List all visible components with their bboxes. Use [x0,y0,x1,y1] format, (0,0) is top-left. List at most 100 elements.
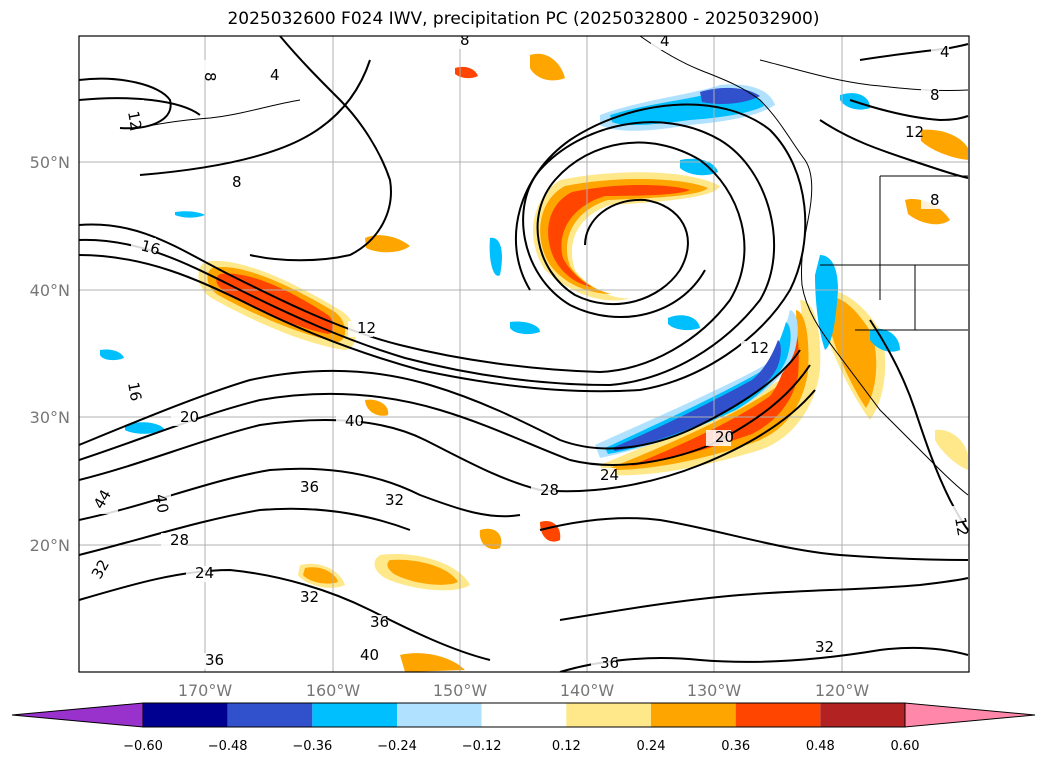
contour-label: 12 [750,339,769,357]
contour-label: 12 [905,123,924,141]
lon-label-140w: 140°W [560,681,615,700]
contour-label: 24 [195,564,214,582]
colorbar-tick-label: −0.48 [208,739,248,754]
colorbar-segment [397,703,482,727]
colorbar-extend-min [11,702,144,728]
contour-label-bg [146,483,171,499]
contour-label: 8 [930,86,940,104]
plot-area [79,36,969,672]
contour-label-bg [931,45,949,61]
contour-label-bg [223,175,241,191]
contour-label: 8 [201,72,219,82]
contour-line [559,646,969,672]
map-title: 2025032600 F024 IWV, precipitation PC (2… [227,9,820,29]
lon-label-170w: 170°W [178,681,233,700]
contour-label-bg [706,430,731,446]
contour-label: 8 [460,31,470,49]
contour-label: 28 [540,481,559,499]
precip-shading-negative [100,84,900,458]
colorbar-segment [735,703,821,727]
colorbar-segments [11,702,1036,728]
contour-label-bg [451,36,469,49]
colorbar-segment [651,703,736,727]
colorbar-tick-label: −0.60 [123,739,163,754]
contour-label: 8 [232,173,242,191]
contour-line [79,141,746,374]
contour-label: 32 [385,491,404,509]
contour-line [79,97,201,116]
contour-label-bg [261,68,279,84]
contour-label: 12 [357,319,376,337]
graticule [79,36,969,672]
lon-label-130w: 130°W [687,681,742,700]
contour-label: 36 [300,478,319,496]
contour-line [249,36,392,262]
colorbar-segment [481,703,567,727]
contour-label: 12 [124,110,145,132]
lat-label-50n: 50°N [30,153,70,172]
contour-label-bg [531,483,556,499]
contour-line [79,507,411,556]
lon-label-120w: 120°W [815,681,870,700]
contour-label: 4 [940,43,950,61]
contour-label: 32 [815,638,834,656]
colorbar-segment [312,703,397,727]
contour-label-bg [196,653,221,669]
contour-label: 36 [205,651,224,669]
contour-label: 16 [139,236,162,258]
contour-label-bg [171,410,196,426]
contour-label: 40 [345,412,364,430]
colorbar-segment [820,703,905,727]
contour-label-bg [351,648,376,664]
contour-label-bg [336,414,361,430]
contour-label: 40 [360,646,379,664]
contour-label-bg [896,125,921,141]
contour-label: 12 [951,516,972,538]
colorbar-outline [142,702,906,728]
lat-label-30n: 30°N [30,408,70,427]
contour-label-bg [921,193,939,209]
contour-label-bg [291,480,316,496]
contour-label: 20 [180,408,199,426]
plot-border [78,35,970,673]
contour-label: 36 [370,613,389,631]
colorbar-tick-label: −0.12 [462,739,502,754]
contour-label-bg [119,100,144,116]
contour-label: 4 [270,66,280,84]
colorbar-tick-label: −0.24 [377,739,417,754]
latitude-labels: 50°N 40°N 30°N 20°N [30,153,70,555]
contour-label-bg [806,640,831,656]
contour-label-bg [119,371,144,387]
contour-label-bg [376,493,401,509]
contour-label-bg [196,60,214,76]
contour-label: 36 [600,654,619,672]
contour-label-bg [921,88,939,104]
contour-labels: 8884441212121616202024242828323232323636… [88,31,972,672]
contour-line [79,121,776,387]
contour-label-bg [91,568,116,584]
contour-label: 8 [930,191,940,209]
colorbar-tick-label: 0.24 [637,739,666,754]
contour-label: 28 [170,531,189,549]
lon-label-150w: 150°W [433,681,488,700]
contour-line [79,389,816,493]
contour-line [139,59,371,176]
contour-label-bg [591,468,616,484]
contour-label-bg [348,321,373,337]
contour-label-bg [946,506,969,522]
contour-label: 40 [151,493,172,515]
contour-label: 32 [300,588,319,606]
colorbar-segment [227,703,313,727]
longitude-labels: 170°W 160°W 150°W 140°W 130°W 120°W [178,681,870,700]
contour-line [79,103,807,393]
contour-label: 4 [660,32,670,50]
contour-label-bg [161,533,186,549]
colorbar-tick-label: 0.36 [721,739,750,754]
colorbar-extend-max [904,702,1036,728]
contour-line [539,517,969,561]
lat-label-20n: 20°N [30,536,70,555]
colorbar: −0.60 −0.48 −0.36 −0.24 −0.12 0.12 0.24 0.36 0.4… [11,702,1036,754]
contour-label-bg [186,566,211,582]
colorbar-segment [566,703,651,727]
contour-label-bg [361,615,386,631]
